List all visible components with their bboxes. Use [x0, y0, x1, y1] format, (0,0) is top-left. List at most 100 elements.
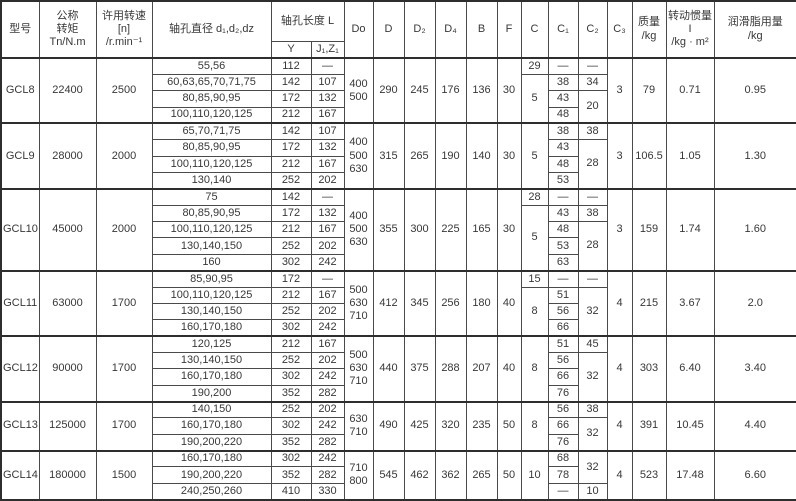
cell-d4: 176 — [434, 56, 467, 124]
cell-c1: 56 — [547, 302, 579, 321]
cell-mass: 523 — [631, 449, 667, 501]
cell-c1: 56 — [547, 400, 579, 419]
table-row: GCL11 63000 1700 85,90,95 172—500 630 710 412… — [0, 269, 796, 337]
col-header-d: D — [372, 0, 405, 59]
cell-f: 40 — [496, 269, 522, 337]
cell-bores: 85,90,95 — [151, 269, 272, 288]
cell-model: GCL12 — [0, 335, 40, 403]
col-header-b: B — [465, 0, 498, 59]
cell-bores: 130,140,150 — [151, 302, 272, 321]
cell-b: 265 — [465, 449, 498, 501]
col-header-c2: C₂ — [577, 0, 608, 59]
cell-d4: 288 — [434, 335, 467, 403]
cell-mass: 79 — [631, 56, 667, 124]
cell-torque: 63000 — [38, 269, 97, 337]
cell-c1: 76 — [547, 433, 579, 452]
cell-c1: 43 — [547, 204, 579, 223]
cell-grease: 4.40 — [713, 400, 796, 452]
cell-bores: 60,63,65,70,71,75 — [151, 73, 272, 92]
cell-speed: 2500 — [95, 56, 153, 124]
table-row: GCL13 125000 1700 140,150 252 202 630 710 490 42… — [0, 400, 796, 452]
cell-c1: 38 — [547, 122, 579, 141]
cell-model: GCL13 — [0, 400, 40, 452]
cell-y: 172 — [270, 269, 312, 288]
cell-d: 440 — [372, 335, 405, 403]
cell-y: 302 — [270, 449, 312, 468]
cell-y: 212 — [270, 221, 312, 239]
cell-bores: 160,170,180 — [151, 417, 272, 435]
cell-c: 5 — [520, 122, 549, 190]
cell-y: 212 — [270, 106, 312, 124]
cell-speed: 1500 — [95, 449, 153, 501]
cell-y: 172 — [270, 90, 312, 108]
cell-d4: 362 — [434, 449, 467, 501]
cell-c1: 66 — [547, 417, 579, 435]
cell-inertia: 10.45 — [665, 400, 715, 452]
cell-b: 165 — [465, 187, 498, 272]
col-header-model: 型号 — [0, 0, 40, 59]
cell-c3: 4 — [606, 269, 633, 337]
col-header-speed: 许用转速 [n] /r.min⁻¹ — [95, 0, 153, 59]
cell-c1: 48 — [547, 155, 579, 174]
cell-f: 50 — [496, 400, 522, 452]
table-body: GCL8 22400 2500 55,56 112—400 500 290 245 176 13… — [0, 56, 796, 501]
cell-mass: 215 — [631, 269, 667, 337]
cell-c2: 38 — [577, 400, 608, 419]
cell-inertia: 1.05 — [665, 122, 715, 190]
cell-inertia: 1.74 — [665, 187, 715, 272]
cell-bores: 100,110,120,125 — [151, 286, 272, 304]
cell-do: 500 630 710 — [343, 335, 374, 403]
col-header-c1: C₁ — [547, 0, 579, 59]
cell-jz: — — [310, 269, 345, 288]
table-row: 100,110,120,125 212 167 48 — [1, 106, 796, 124]
cell-d4: 256 — [434, 269, 467, 337]
cell-mass: 303 — [631, 335, 667, 403]
cell-speed: 1700 — [95, 335, 153, 403]
cell-bores: 190,200,220 — [151, 433, 272, 452]
cell-jz: 202 — [310, 400, 345, 419]
col-header-d4: D₄ — [434, 0, 467, 59]
cell-jz: 107 — [310, 122, 345, 141]
cell-c1: 53 — [547, 172, 579, 190]
cell-d2: 462 — [403, 449, 436, 501]
cell-c2: 32 — [577, 351, 608, 403]
cell-c1: 56 — [547, 351, 579, 370]
cell-grease: 1.60 — [713, 187, 796, 272]
cell-y: 252 — [270, 172, 312, 190]
cell-bores: 160 — [151, 253, 272, 272]
cell-inertia: 3.67 — [665, 269, 715, 337]
cell-f: 30 — [496, 187, 522, 272]
cell-y: 302 — [270, 319, 312, 337]
cell-inertia: 6.40 — [665, 335, 715, 403]
cell-d: 545 — [372, 449, 405, 501]
cell-y: 302 — [270, 253, 312, 272]
cell-b: 235 — [465, 400, 498, 452]
cell-do: 400 500 — [343, 56, 374, 124]
cell-c1: 76 — [547, 384, 579, 403]
table-row: GCL9 28000 2000 65,70,71,75 142 107 400 500 63… — [0, 122, 796, 190]
cell-jz: 132 — [310, 139, 345, 157]
cell-jz: 242 — [310, 368, 345, 386]
cell-y: 142 — [270, 122, 312, 141]
cell-c1: 63 — [547, 253, 579, 272]
cell-b: 136 — [465, 56, 498, 124]
cell-c1: 43 — [547, 139, 579, 157]
cell-model: GCL14 — [0, 449, 40, 501]
cell-d2: 300 — [403, 187, 436, 272]
cell-model: GCL8 — [0, 56, 40, 124]
cell-torque: 125000 — [38, 400, 97, 452]
cell-bores: 190,200 — [151, 384, 272, 403]
cell-jz: 167 — [310, 286, 345, 304]
cell-d: 290 — [372, 56, 405, 124]
cell-b: 207 — [465, 335, 498, 403]
cell-y: 212 — [270, 286, 312, 304]
cell-d: 315 — [372, 122, 405, 190]
cell-c1: 66 — [547, 319, 579, 337]
cell-y: 172 — [270, 139, 312, 157]
cell-speed: 2000 — [95, 122, 153, 190]
cell-c2: — — [577, 269, 608, 288]
cell-c1: 51 — [547, 335, 579, 353]
cell-y: 252 — [270, 351, 312, 370]
cell-c2: — — [577, 56, 608, 75]
